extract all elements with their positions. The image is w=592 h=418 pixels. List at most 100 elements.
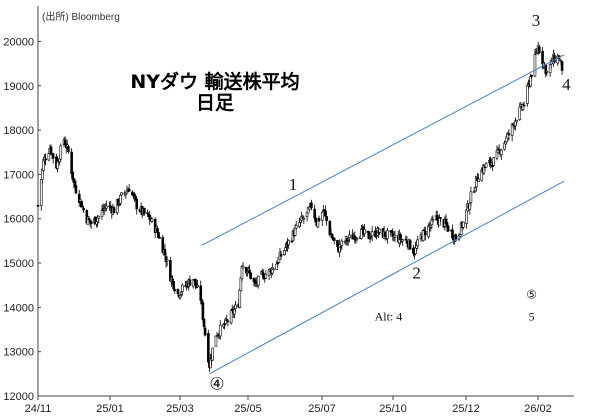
candle-body [56, 160, 59, 169]
candle-body [484, 163, 488, 168]
candle-body [518, 106, 522, 120]
x-tick-label: 25/10 [379, 403, 407, 415]
source-label: (出所) Bloomberg [42, 10, 120, 23]
candle-body [355, 237, 359, 240]
x-tick-label: 25/03 [166, 403, 194, 415]
candle-body [173, 289, 177, 292]
candle-body [82, 207, 85, 211]
candle-body [416, 239, 420, 247]
candle-body [207, 333, 210, 363]
candle-body [81, 205, 84, 208]
candle-body [307, 206, 311, 210]
candle-body [229, 310, 233, 324]
candle-body [119, 194, 122, 204]
candle-body [310, 202, 313, 208]
candle-body [249, 272, 252, 280]
candle-body [271, 267, 274, 274]
x-tick-label: 25/12 [452, 403, 480, 415]
candle-body [74, 185, 78, 194]
candle-body [446, 225, 450, 232]
candle-body [214, 335, 218, 347]
candle-body [181, 284, 184, 292]
y-tick-label: 18000 [3, 125, 34, 137]
axes [37, 6, 574, 397]
candle-body [146, 212, 149, 214]
candle-body [537, 46, 541, 54]
y-tick-label: 15000 [3, 258, 34, 270]
candle-body [560, 61, 564, 71]
candle-body [462, 221, 465, 228]
candle-body [521, 104, 525, 110]
channel-upper-line [201, 54, 565, 246]
candle-body [120, 192, 123, 196]
candle-body [67, 146, 70, 153]
candle-body [241, 265, 245, 269]
candles [36, 41, 564, 372]
candle-body [158, 236, 161, 239]
candle-body [201, 302, 205, 320]
candle-body [405, 240, 409, 244]
y-tick-label: 13000 [3, 347, 34, 359]
trend-channel [201, 54, 565, 375]
candle-body [87, 218, 91, 221]
x-axis-ticks: 24/11 25/01 25/03 25/05 25/07 25/10 25/12 26/02 [25, 396, 552, 415]
candle-body [218, 324, 222, 337]
candle-body [165, 259, 169, 262]
candle-body [545, 71, 549, 73]
candle-body [248, 269, 251, 274]
candle-body [287, 240, 290, 246]
candle-body [172, 281, 175, 289]
candle-body [541, 50, 544, 65]
chart-title: NYダウ 輸送株平均 [130, 70, 299, 93]
candle-body [196, 285, 199, 288]
candle-body [226, 320, 230, 323]
candle-body [431, 219, 435, 222]
candle-body [44, 158, 47, 161]
candle-body [559, 59, 563, 62]
x-tick-label: 25/01 [96, 403, 124, 415]
candle-body [378, 228, 382, 233]
candle-body [553, 55, 556, 63]
y-tick-label: 16000 [3, 214, 34, 226]
candle-body [127, 188, 131, 192]
candle-body [324, 210, 327, 216]
candle-body [203, 327, 207, 336]
candle-body [202, 318, 206, 327]
x-tick-label: 25/05 [234, 403, 262, 415]
y-axis-ticks: 12000 13000 14000 15000 16000 17000 18000 19000… [3, 36, 34, 403]
candle-body [51, 153, 55, 159]
candle-body [105, 205, 108, 209]
candle-body [500, 149, 503, 156]
candle-body [529, 76, 532, 87]
candle-body [234, 304, 237, 309]
candle-body [272, 268, 275, 271]
candle-body [507, 133, 511, 136]
candle-body [370, 231, 374, 237]
candle-body [188, 279, 192, 286]
candle-body [199, 285, 203, 301]
candle-body [515, 120, 518, 123]
chart-subtitle: 日足 [196, 92, 235, 114]
candle-body [59, 145, 63, 160]
candle-body [302, 217, 306, 220]
candle-body [133, 193, 136, 197]
wave-label: 1 [289, 175, 298, 194]
candle-body [70, 151, 73, 174]
y-tick-label: 20000 [3, 36, 34, 48]
candle-body [325, 216, 328, 222]
candle-body [386, 230, 389, 239]
candle-body [211, 347, 214, 361]
candle-body [294, 225, 298, 229]
candle-body [150, 218, 154, 222]
candle-body [256, 275, 260, 286]
candle-body [332, 237, 336, 242]
candle-body [279, 253, 283, 257]
candle-body [340, 240, 344, 246]
candle-body [320, 212, 324, 221]
candle-body [424, 230, 427, 236]
candle-body [530, 74, 533, 77]
wave-label: Alt: 4 [375, 310, 403, 324]
candle-body [510, 123, 514, 136]
y-tick-label: 19000 [3, 81, 34, 93]
wave-label: 5 [529, 310, 535, 324]
